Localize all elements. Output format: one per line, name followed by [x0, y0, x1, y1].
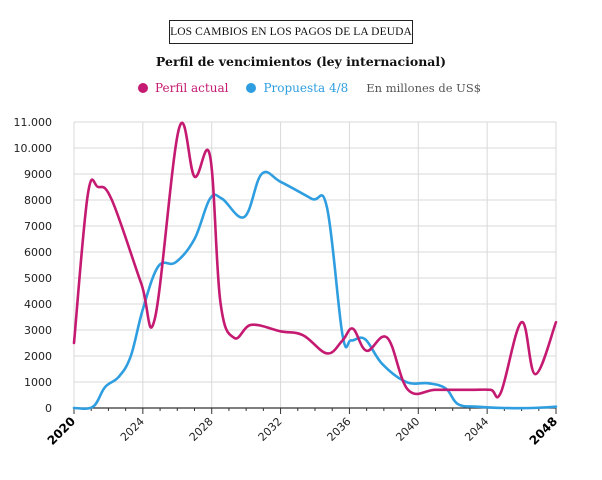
- y-tick-label: 6000: [24, 246, 52, 259]
- y-tick-label: 2000: [24, 350, 52, 363]
- y-tick-label: 3000: [24, 324, 52, 337]
- x-tick-label: 2040: [393, 415, 422, 444]
- y-tick-label: 7000: [24, 220, 52, 233]
- legend: Perfil actual Propuesta 4/8 En millones …: [138, 80, 481, 96]
- x-tick-label: 2048: [527, 414, 561, 448]
- legend-dot-propuesta: [246, 83, 257, 93]
- legend-label-propuesta: Propuesta 4/8: [263, 81, 349, 95]
- legend-item-perfil-actual: Perfil actual: [138, 81, 228, 95]
- legend-dot-perfil-actual: [138, 83, 148, 93]
- legend-item-propuesta: Propuesta 4/8: [246, 81, 348, 95]
- legend-label-perfil-actual: Perfil actual: [155, 81, 229, 95]
- y-tick-label: 10.000: [14, 142, 53, 155]
- x-tick-label: 2032: [256, 415, 285, 444]
- legend-unit: En millones de US$: [366, 81, 482, 95]
- y-tick-label: 9000: [24, 168, 52, 181]
- y-tick-label: 0: [45, 402, 52, 415]
- series-line-perfil-actual: [72, 121, 558, 399]
- chart-box-title: LOS CAMBIOS EN LOS PAGOS DE LA DEUDA: [169, 20, 413, 44]
- y-tick-label: 11.000: [14, 116, 53, 129]
- y-tick-label: 4000: [24, 298, 52, 311]
- series-line-propuesta: [72, 170, 558, 410]
- x-tick-label: 2020: [45, 414, 79, 448]
- y-tick-label: 8000: [24, 194, 52, 207]
- x-tick-label: 2044: [462, 415, 491, 444]
- x-tick-label: 2024: [118, 415, 147, 444]
- y-tick-label: 1000: [24, 376, 52, 389]
- x-tick-label: 2036: [325, 415, 354, 444]
- x-tick-label: 2028: [187, 415, 216, 444]
- y-tick-label: 5000: [24, 272, 52, 285]
- chart-subtitle: Perfil de vencimientos (ley internaciona…: [155, 54, 447, 69]
